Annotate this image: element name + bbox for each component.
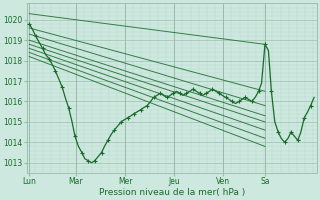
X-axis label: Pression niveau de la mer( hPa ): Pression niveau de la mer( hPa ): [99, 188, 245, 197]
